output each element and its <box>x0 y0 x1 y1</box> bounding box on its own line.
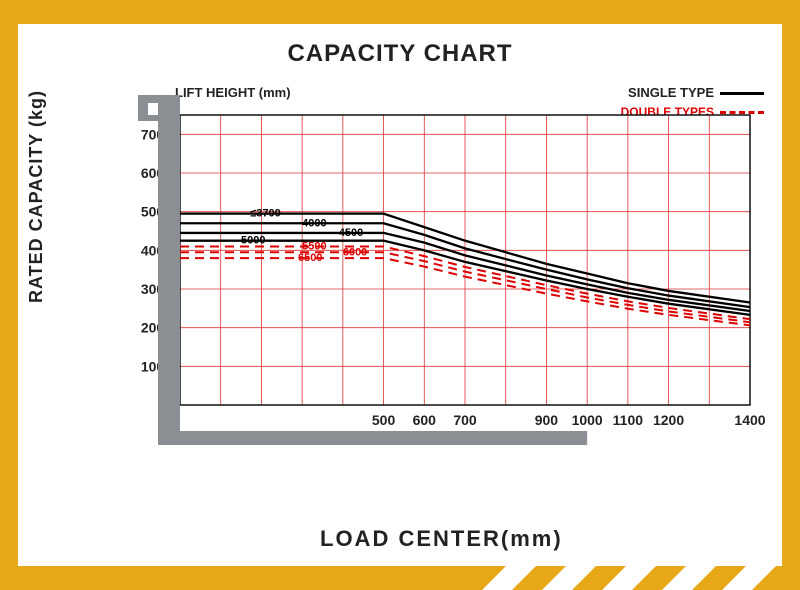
plot-area: 1000200030004000500060007000500600700900… <box>60 85 770 485</box>
chart-title: CAPACITY CHART <box>0 40 800 68</box>
svg-text:6500: 6500 <box>298 252 322 264</box>
svg-text:4500: 4500 <box>339 227 363 239</box>
svg-text:≤3700: ≤3700 <box>250 208 281 220</box>
svg-text:6000: 6000 <box>343 246 367 258</box>
svg-text:5000: 5000 <box>241 235 265 247</box>
svg-text:600: 600 <box>413 412 437 428</box>
frame-right <box>782 0 800 590</box>
svg-text:500: 500 <box>372 412 396 428</box>
y-axis-label: RATED CAPACITY (kg) <box>26 0 47 90</box>
svg-text:1400: 1400 <box>734 412 765 428</box>
svg-text:700: 700 <box>453 412 477 428</box>
svg-text:4000: 4000 <box>302 217 326 229</box>
capacity-chart-svg: 1000200030004000500060007000500600700900… <box>60 85 770 485</box>
chart-card: CAPACITY CHART RATED CAPACITY (kg) LOAD … <box>0 0 800 590</box>
svg-text:1200: 1200 <box>653 412 684 428</box>
svg-text:900: 900 <box>535 412 559 428</box>
frame-left <box>0 0 18 590</box>
x-axis-label: LOAD CENTER(mm) <box>320 526 563 552</box>
svg-text:1100: 1100 <box>613 412 644 428</box>
frame-top <box>0 0 800 24</box>
hazard-stripes <box>482 566 782 590</box>
svg-text:5500: 5500 <box>302 240 326 252</box>
svg-text:1000: 1000 <box>572 412 603 428</box>
